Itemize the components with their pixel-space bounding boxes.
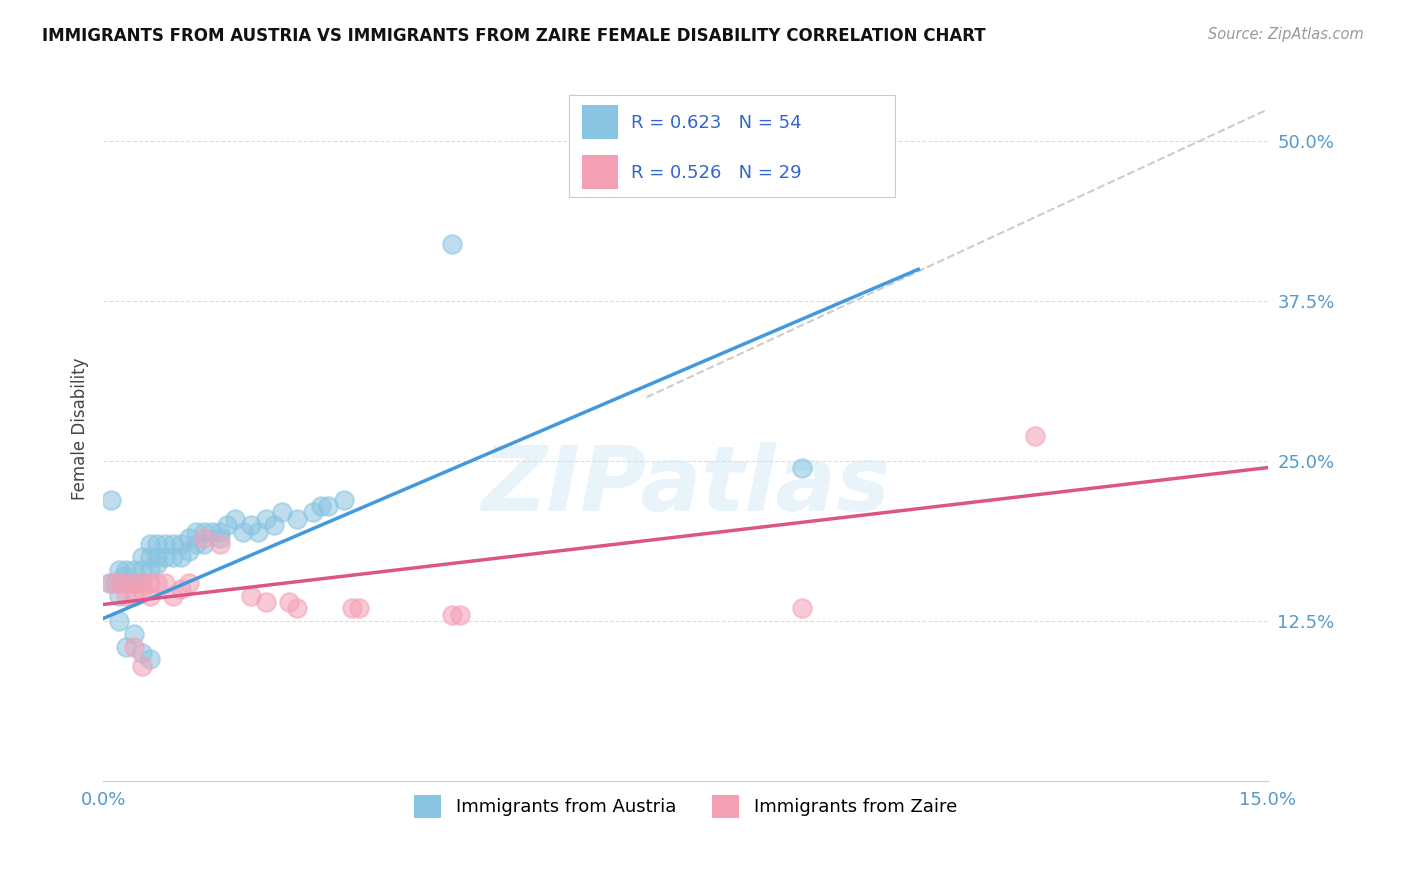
Point xyxy=(138,537,160,551)
Point xyxy=(186,524,208,539)
Point xyxy=(115,575,138,590)
Point xyxy=(162,550,184,565)
Point xyxy=(104,575,127,590)
Point xyxy=(285,601,308,615)
Point xyxy=(100,575,122,590)
Point xyxy=(247,524,270,539)
Point xyxy=(155,575,177,590)
Point xyxy=(115,589,138,603)
Point xyxy=(115,575,138,590)
Point xyxy=(177,575,200,590)
Point xyxy=(107,563,129,577)
Point xyxy=(131,563,153,577)
Point xyxy=(146,557,169,571)
Point xyxy=(201,524,224,539)
Point xyxy=(138,550,160,565)
Point xyxy=(333,492,356,507)
Point xyxy=(131,646,153,660)
Point xyxy=(1024,428,1046,442)
Point xyxy=(441,236,464,251)
Point xyxy=(98,575,121,590)
Point xyxy=(115,640,138,654)
Point xyxy=(107,575,129,590)
Point xyxy=(138,575,160,590)
Point xyxy=(208,531,231,545)
Point xyxy=(170,550,193,565)
Point xyxy=(177,543,200,558)
Point xyxy=(285,512,308,526)
Text: IMMIGRANTS FROM AUSTRIA VS IMMIGRANTS FROM ZAIRE FEMALE DISABILITY CORRELATION C: IMMIGRANTS FROM AUSTRIA VS IMMIGRANTS FR… xyxy=(42,27,986,45)
Point xyxy=(115,563,138,577)
Point xyxy=(232,524,254,539)
Point xyxy=(186,537,208,551)
Point xyxy=(208,537,231,551)
Point xyxy=(100,492,122,507)
Point xyxy=(146,537,169,551)
Point xyxy=(217,518,239,533)
Point xyxy=(138,652,160,666)
Point xyxy=(131,582,153,596)
Point xyxy=(131,575,153,590)
Point xyxy=(270,505,292,519)
Point xyxy=(254,512,277,526)
Point xyxy=(155,550,177,565)
Point xyxy=(239,518,262,533)
Point xyxy=(278,595,301,609)
Point xyxy=(790,601,813,615)
Point xyxy=(208,524,231,539)
Point xyxy=(107,589,129,603)
Point xyxy=(122,575,145,590)
Point xyxy=(162,589,184,603)
Point xyxy=(107,614,129,628)
Point xyxy=(131,550,153,565)
Point xyxy=(131,575,153,590)
Point xyxy=(309,499,332,513)
Point xyxy=(193,524,215,539)
Point xyxy=(122,563,145,577)
Point xyxy=(122,589,145,603)
Point xyxy=(138,589,160,603)
Legend: Immigrants from Austria, Immigrants from Zaire: Immigrants from Austria, Immigrants from… xyxy=(406,789,965,825)
Point xyxy=(177,531,200,545)
Point xyxy=(138,563,160,577)
Point xyxy=(155,537,177,551)
Y-axis label: Female Disability: Female Disability xyxy=(72,358,89,500)
Point xyxy=(224,512,246,526)
Point xyxy=(122,640,145,654)
Point xyxy=(449,607,471,622)
Point xyxy=(162,537,184,551)
Point xyxy=(254,595,277,609)
Point xyxy=(122,627,145,641)
Point xyxy=(340,601,363,615)
Point xyxy=(790,460,813,475)
Point xyxy=(301,505,323,519)
Point xyxy=(146,550,169,565)
Text: ZIPatlas: ZIPatlas xyxy=(481,442,890,530)
Point xyxy=(441,607,464,622)
Point xyxy=(263,518,285,533)
Point xyxy=(349,601,371,615)
Point xyxy=(146,575,169,590)
Point xyxy=(170,537,193,551)
Point xyxy=(122,575,145,590)
Point xyxy=(111,569,134,583)
Point xyxy=(131,658,153,673)
Point xyxy=(239,589,262,603)
Point xyxy=(170,582,193,596)
Point xyxy=(193,531,215,545)
Point xyxy=(193,537,215,551)
Text: Source: ZipAtlas.com: Source: ZipAtlas.com xyxy=(1208,27,1364,42)
Point xyxy=(316,499,339,513)
